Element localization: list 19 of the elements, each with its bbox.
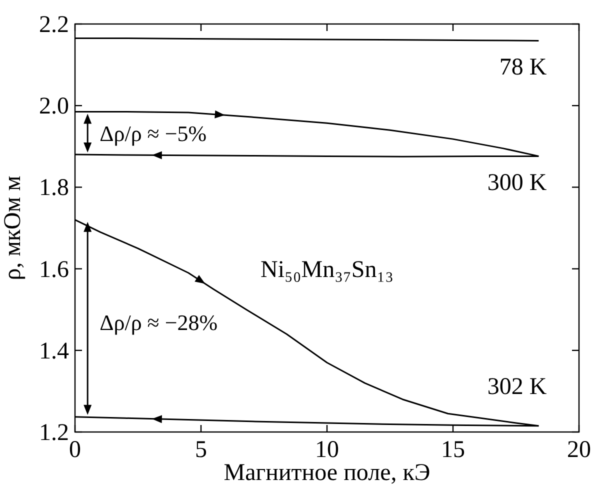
y-tick-label: 2.0: [39, 94, 69, 120]
series-label: 302 K: [487, 374, 548, 400]
y-tick-label: 1.2: [39, 420, 69, 446]
y-tick-label: 1.8: [39, 175, 69, 202]
y-axis-title: ρ, мкОм м: [0, 176, 26, 280]
x-tick-label: 5: [195, 437, 207, 463]
x-tick-label: 20: [567, 437, 591, 463]
legend-label: 300 K: [487, 170, 548, 196]
y-tick-label: 2.2: [39, 12, 69, 38]
y-tick-label: 1.6: [39, 256, 69, 283]
y-tick-label: 1.4: [39, 338, 69, 364]
annotation: Δρ/ρ ≈ −28%: [100, 310, 218, 335]
x-tick-label: 0: [69, 437, 81, 463]
annotation: Δρ/ρ ≈ −5%: [100, 121, 207, 146]
x-axis-title: Магнитное поле, кЭ: [224, 460, 430, 486]
series-label: 78 K: [499, 54, 548, 81]
x-tick-label: 10: [315, 437, 339, 463]
x-tick-label: 15: [441, 437, 465, 463]
annotation: Ni₅₀Mn₃₇Sn₁₃: [260, 256, 394, 283]
